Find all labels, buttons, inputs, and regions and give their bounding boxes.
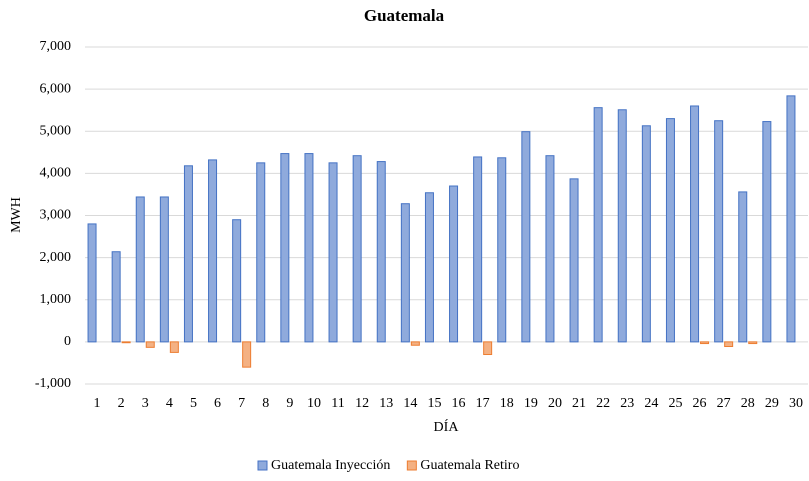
x-tick-label: 10	[307, 396, 321, 411]
legend-label: Guatemala Retiro	[420, 458, 519, 473]
x-tick-label: 2	[118, 396, 125, 411]
bar	[111, 251, 121, 343]
legend-swatch	[257, 460, 268, 471]
x-tick-label: 9	[286, 396, 293, 411]
y-axis-label: MWH	[9, 197, 24, 233]
x-tick-label: 20	[548, 396, 562, 411]
bar	[400, 203, 410, 343]
bar	[169, 341, 179, 353]
x-tick-label: 8	[262, 396, 269, 411]
x-tick-label: 3	[142, 396, 149, 411]
x-tick-label: 29	[765, 396, 779, 411]
bar	[473, 156, 483, 343]
bar	[183, 165, 193, 343]
x-tick-label: 4	[166, 396, 173, 411]
bar	[724, 341, 734, 348]
x-tick-label: 14	[403, 396, 417, 411]
bar	[665, 118, 675, 343]
x-tick-label: 17	[476, 396, 490, 411]
bar	[352, 155, 362, 343]
bar	[159, 196, 169, 343]
bar	[786, 95, 796, 343]
bar	[617, 109, 627, 343]
y-tick-label: 2,000	[40, 250, 72, 265]
y-tick-label: -1,000	[35, 376, 71, 391]
bar	[569, 178, 579, 343]
x-tick-label: 1	[94, 396, 101, 411]
x-tick-label: 25	[668, 396, 682, 411]
bar	[714, 120, 724, 343]
bar	[424, 192, 434, 343]
x-tick-label: 24	[644, 396, 658, 411]
y-tick-label: 6,000	[40, 81, 72, 96]
bar	[376, 161, 386, 343]
y-tick-label: 4,000	[40, 166, 72, 181]
x-tick-label: 12	[355, 396, 369, 411]
bar	[497, 157, 507, 343]
bar	[232, 219, 242, 343]
x-tick-label: 7	[238, 396, 245, 411]
x-axis-label: DÍA	[434, 418, 460, 435]
x-tick-label: 23	[620, 396, 634, 411]
bar	[641, 125, 651, 343]
bar	[545, 155, 555, 343]
x-tick-label: 22	[596, 396, 610, 411]
bar	[738, 191, 748, 343]
x-tick-label: 15	[427, 396, 441, 411]
x-tick-label: 13	[379, 396, 393, 411]
bar	[700, 341, 710, 345]
x-tick-label: 5	[190, 396, 197, 411]
x-tick-label: 16	[452, 396, 466, 411]
x-tick-label: 21	[572, 396, 586, 411]
y-tick-label: 1,000	[40, 292, 72, 307]
bar	[593, 107, 603, 343]
bar	[483, 341, 493, 356]
y-tick-label: 7,000	[40, 39, 72, 54]
bar	[208, 159, 218, 343]
bar	[521, 131, 531, 343]
y-tick-label: 3,000	[40, 208, 72, 223]
legend-label: Guatemala Inyección	[271, 458, 390, 473]
bar	[135, 196, 145, 343]
bar	[256, 162, 266, 343]
bar	[748, 341, 758, 345]
bar	[410, 341, 420, 346]
chart-title: Guatemala	[364, 6, 445, 25]
bar	[762, 121, 772, 343]
legend-swatch	[406, 460, 417, 471]
bar	[87, 223, 97, 343]
x-tick-label: 11	[331, 396, 344, 411]
x-tick-label: 26	[693, 396, 707, 411]
bar	[690, 105, 700, 343]
x-tick-label: 19	[524, 396, 538, 411]
x-tick-label: 28	[741, 396, 755, 411]
bar	[328, 162, 338, 343]
y-tick-label: 0	[64, 334, 71, 349]
x-tick-label: 27	[717, 396, 731, 411]
bar	[145, 341, 155, 348]
bar	[242, 341, 252, 368]
bar	[280, 153, 290, 343]
x-tick-label: 6	[214, 396, 221, 411]
bar	[449, 185, 459, 343]
bar	[304, 153, 314, 343]
y-tick-label: 5,000	[40, 123, 72, 138]
x-tick-label: 18	[500, 396, 514, 411]
bar	[121, 341, 131, 344]
x-tick-label: 30	[789, 396, 803, 411]
